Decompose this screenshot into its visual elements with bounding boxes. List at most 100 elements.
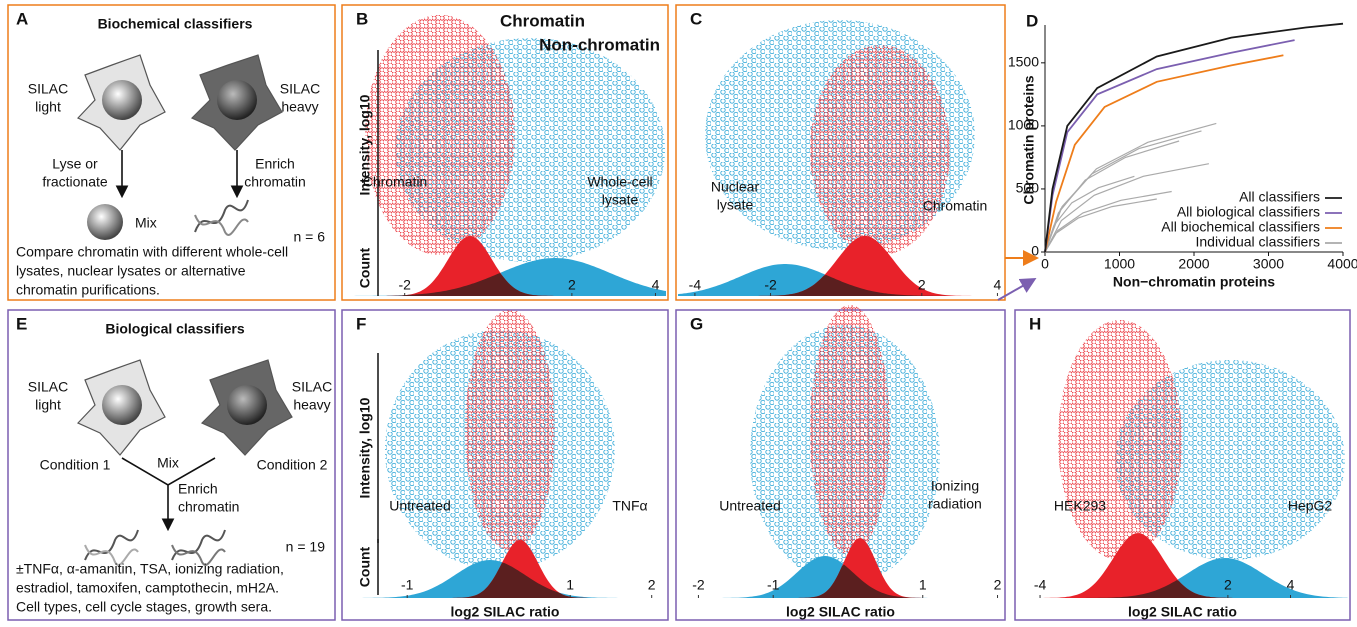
label: chromatin purifications. xyxy=(16,282,160,298)
label: Chromatin xyxy=(500,11,585,30)
line xyxy=(1044,54,1284,253)
label: Ionizing xyxy=(931,478,979,494)
frame-c xyxy=(675,4,1006,301)
scatter-panel-c xyxy=(678,20,1003,296)
mix-arrow xyxy=(121,457,216,528)
label: Non−chromatin proteins xyxy=(1113,274,1275,290)
arrow-purple xyxy=(997,278,1037,301)
label: Condition 1 xyxy=(40,457,111,473)
label: -4 xyxy=(689,277,702,293)
density-non-chromatin xyxy=(1017,558,1348,598)
label: Intensity, log10 xyxy=(357,397,373,498)
label: Compare chromatin with different whole-c… xyxy=(16,244,288,260)
label: heavy xyxy=(293,397,330,413)
label: Condition 2 xyxy=(257,457,328,473)
label: Enrich xyxy=(178,481,218,497)
label: F xyxy=(356,314,366,333)
label: SILAC xyxy=(292,379,332,395)
label: 4 xyxy=(652,277,660,293)
label: -2 xyxy=(764,277,777,293)
label: -4 xyxy=(1034,577,1047,593)
label: chromatin xyxy=(244,174,305,190)
label: log2 SILAC ratio xyxy=(1128,604,1237,620)
label: Enrich xyxy=(255,156,295,172)
label: SILAC xyxy=(28,81,68,97)
label: Cell types, cell cycle stages, growth se… xyxy=(16,599,272,615)
density-non-chromatin xyxy=(678,264,1003,296)
dna xyxy=(194,214,249,236)
label: H xyxy=(1029,314,1041,333)
label: Chromatin xyxy=(363,174,428,190)
label: 2 xyxy=(1224,577,1232,593)
label: 2 xyxy=(994,577,1002,593)
label: D xyxy=(1026,11,1038,30)
density-overlap xyxy=(344,273,666,296)
label: 500 xyxy=(1016,180,1040,196)
label: Mix xyxy=(157,455,179,471)
label: 2000 xyxy=(1178,256,1209,272)
point-cloud xyxy=(810,305,890,555)
point-cloud xyxy=(1058,320,1182,560)
label: log2 SILAC ratio xyxy=(786,604,895,620)
nucleus xyxy=(217,80,257,120)
label: -1 xyxy=(767,577,780,593)
label: fractionate xyxy=(42,174,108,190)
dna xyxy=(171,544,226,566)
nucleus xyxy=(102,80,142,120)
label: 1 xyxy=(566,577,574,593)
label: -1 xyxy=(401,577,414,593)
density-chromatin xyxy=(678,236,1003,296)
nucleus-ball xyxy=(87,204,123,240)
dna xyxy=(194,199,249,233)
label: 2 xyxy=(568,277,576,293)
frame-h xyxy=(1014,309,1351,621)
label: Untreated xyxy=(389,498,450,514)
label: -2 xyxy=(692,577,705,593)
label: light xyxy=(35,397,61,413)
label: SILAC xyxy=(280,81,320,97)
dna xyxy=(84,544,139,566)
line xyxy=(1044,163,1210,253)
frame-f xyxy=(341,309,669,621)
nucleus xyxy=(227,385,267,425)
label: Lyse or xyxy=(52,156,98,172)
frame-b xyxy=(341,4,669,301)
label: Mix xyxy=(135,215,157,231)
label: A xyxy=(16,9,28,28)
label: 2 xyxy=(918,277,926,293)
label: Individual classifiers xyxy=(1196,234,1321,250)
density-overlap xyxy=(678,274,1003,296)
density-overlap xyxy=(344,562,666,598)
label: All classifiers xyxy=(1239,189,1320,205)
line xyxy=(1044,175,1135,253)
label: -2 xyxy=(398,277,411,293)
label: 1000 xyxy=(1104,256,1135,272)
arrows xyxy=(115,150,244,528)
label: Biological classifiers xyxy=(105,321,244,337)
nucleus xyxy=(102,385,142,425)
label: E xyxy=(16,314,27,333)
label: lysates, nuclear lysates or alternative xyxy=(16,263,246,279)
label: 2 xyxy=(648,577,656,593)
label: Count xyxy=(357,247,373,288)
point-cloud xyxy=(810,45,950,255)
label: TNFα xyxy=(612,498,647,514)
label: lysate xyxy=(602,192,639,208)
label: n = 6 xyxy=(293,229,325,245)
label: 3000 xyxy=(1253,256,1284,272)
label: 0 xyxy=(1041,256,1049,272)
label: Count xyxy=(357,546,373,587)
line xyxy=(1044,22,1344,253)
label: Whole-cell xyxy=(587,174,652,190)
label: Non-chromatin xyxy=(539,35,660,54)
label: light xyxy=(35,99,61,115)
label: radiation xyxy=(928,496,982,512)
label: heavy xyxy=(281,99,318,115)
label: B xyxy=(356,9,368,28)
label: 4 xyxy=(1287,577,1295,593)
label: 1000 xyxy=(1008,117,1039,133)
label: Untreated xyxy=(719,498,780,514)
dna xyxy=(84,529,139,561)
scatter-panel-h xyxy=(1017,320,1348,598)
label: 4 xyxy=(994,277,1002,293)
